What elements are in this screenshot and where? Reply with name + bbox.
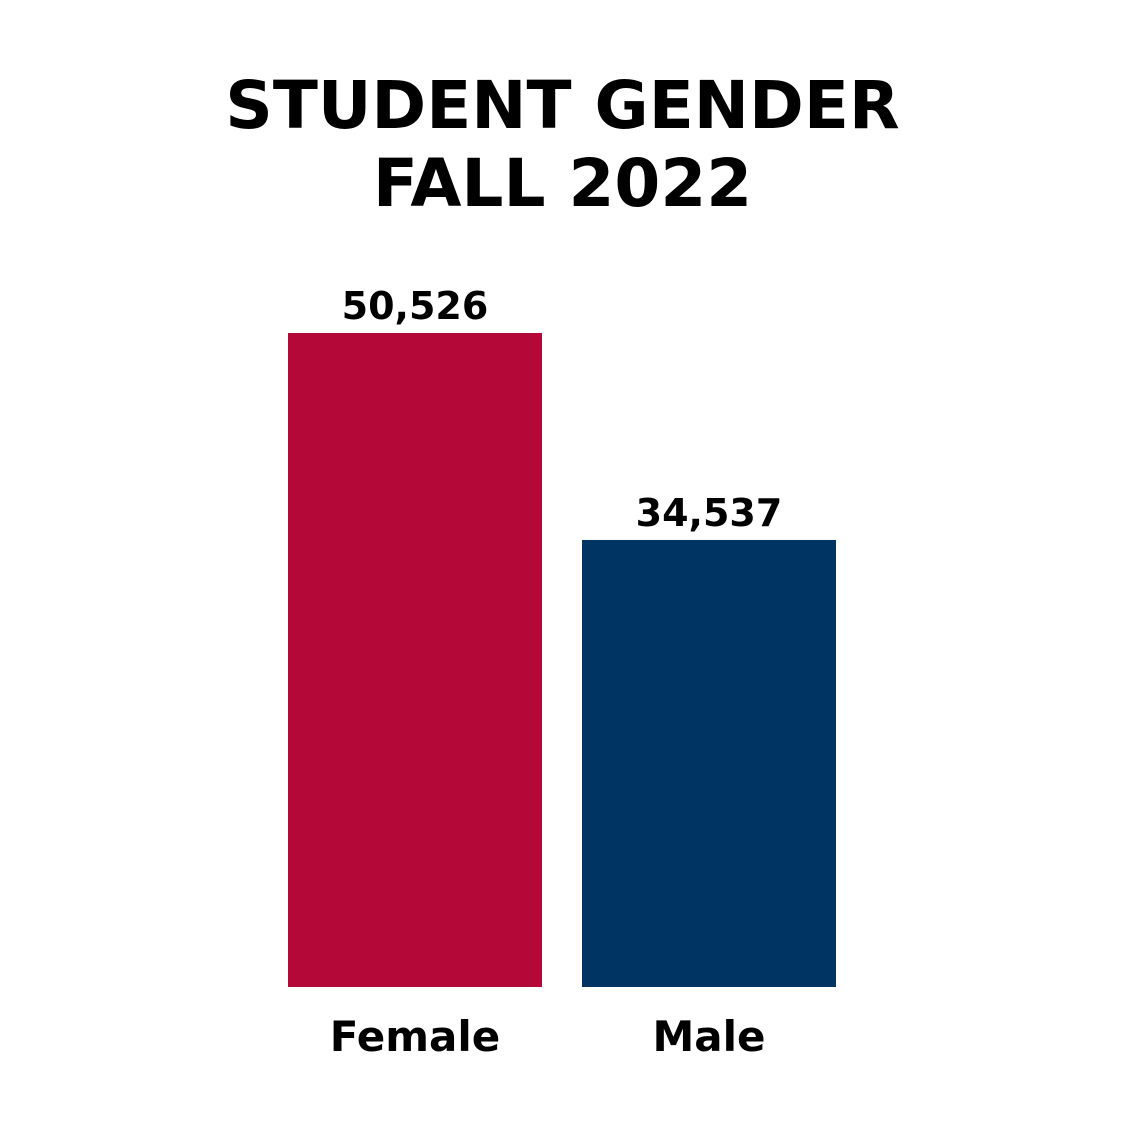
data-label-male: 34,537	[636, 491, 783, 535]
bar-male	[582, 539, 836, 987]
bar-female	[288, 333, 542, 987]
category-label-male: Male	[652, 1012, 765, 1061]
bars-group: 50,526 Female 34,537 Male	[288, 284, 836, 1061]
category-label-female: Female	[330, 1012, 500, 1061]
chart-title-line-2: FALL 2022	[372, 145, 753, 222]
chart-title-line-1: STUDENT GENDER	[225, 67, 900, 144]
data-label-female: 50,526	[342, 284, 489, 328]
